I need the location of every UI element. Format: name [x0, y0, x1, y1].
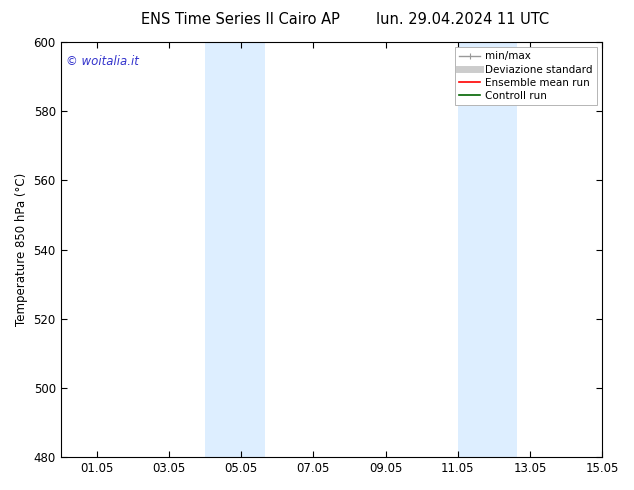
Text: ENS Time Series Il Cairo AP: ENS Time Series Il Cairo AP: [141, 12, 340, 27]
Bar: [205, 42, 264, 457]
Text: lun. 29.04.2024 11 UTC: lun. 29.04.2024 11 UTC: [376, 12, 550, 27]
Legend: min/max, Deviazione standard, Ensemble mean run, Controll run: min/max, Deviazione standard, Ensemble m…: [455, 47, 597, 105]
Y-axis label: Temperature 850 hPa (°C): Temperature 850 hPa (°C): [15, 173, 28, 326]
Text: © woitalia.it: © woitalia.it: [66, 54, 139, 68]
Bar: [458, 42, 517, 457]
